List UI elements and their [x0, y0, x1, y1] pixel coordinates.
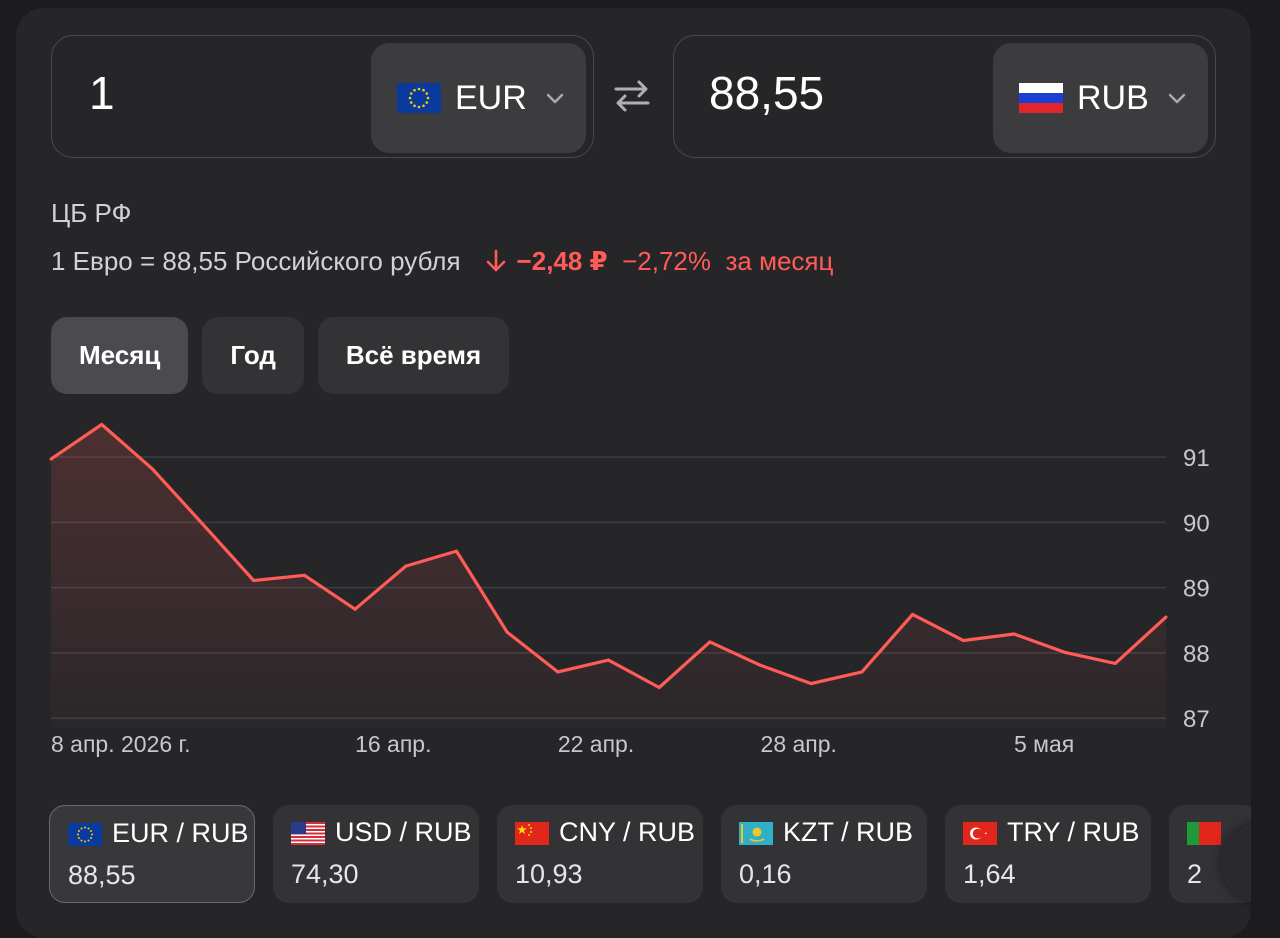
- rate-change-period: за месяц: [725, 246, 834, 276]
- data-point: [556, 670, 560, 674]
- data-point: [607, 658, 610, 662]
- x-tick-label: 22 апр.: [558, 731, 634, 757]
- data-point: [404, 564, 408, 568]
- rate-text: 1 Евро = 88,55 Российского рубля: [51, 246, 461, 276]
- tr-flag-icon: [963, 822, 997, 845]
- from-currency-select[interactable]: EUR: [371, 43, 586, 153]
- pair-value: 74,30: [291, 859, 359, 889]
- swap-arrows-icon[interactable]: [612, 76, 652, 116]
- pair-value: 88,55: [68, 860, 136, 890]
- kz-flag-icon: [739, 822, 773, 845]
- data-point: [759, 663, 763, 667]
- data-point: [49, 457, 53, 461]
- data-point: [911, 612, 915, 616]
- pair-label: KZT / RUB: [783, 817, 914, 847]
- series-area: [51, 424, 1166, 728]
- y-tick-label: 88: [1183, 641, 1210, 668]
- data-point: [1063, 650, 1067, 654]
- pair-tile-eur-rub[interactable]: EUR / RUB 88,55: [49, 805, 255, 903]
- pair-label: EUR / RUB: [112, 818, 249, 848]
- data-point: [100, 423, 104, 427]
- data-point: [1164, 615, 1168, 619]
- chevron-right-icon: [1246, 848, 1251, 878]
- rate-source: ЦБ РФ: [51, 198, 132, 228]
- x-tick-label: 5 мая: [1014, 731, 1074, 757]
- to-amount-field[interactable]: 88,55 RUB: [673, 35, 1216, 158]
- to-amount-input[interactable]: 88,55: [709, 67, 825, 119]
- eu-flag-icon: [397, 83, 441, 113]
- from-amount-input[interactable]: 1: [89, 67, 115, 119]
- data-point: [454, 549, 458, 553]
- data-point: [961, 639, 965, 643]
- x-tick-label: 16 апр.: [355, 731, 431, 757]
- cn-flag-icon: [515, 822, 549, 845]
- arrow-down-icon: [486, 249, 505, 272]
- data-point: [201, 522, 205, 526]
- pair-label: CNY / RUB: [559, 817, 696, 847]
- tab-year[interactable]: Год: [202, 317, 304, 394]
- pair-tile-kzt-rub[interactable]: KZT / RUB 0,16: [721, 805, 927, 903]
- data-point: [860, 670, 864, 674]
- pair-value: 0,16: [739, 859, 792, 889]
- pair-value: 10,93: [515, 859, 583, 889]
- ru-flag-icon: [1019, 83, 1063, 113]
- rate-line-chart: 91 90 89 88 87 8 апр. 2026 г. 16 апр. 22 апр. 28…: [49, 422, 1210, 757]
- currency-converter-card: 1 EUR 88,55 RUB: [16, 8, 1251, 938]
- x-tick-label: 8 апр. 2026 г.: [51, 731, 191, 757]
- y-tick-label: 90: [1183, 510, 1210, 537]
- chevron-down-icon: [1168, 93, 1186, 104]
- data-point: [657, 686, 661, 690]
- data-point: [150, 467, 154, 471]
- pair-tile-cny-rub[interactable]: CNY / RUB 10,93: [497, 805, 703, 903]
- tab-all-time[interactable]: Всё время: [317, 317, 510, 394]
- data-point: [505, 630, 509, 634]
- data-point: [302, 573, 306, 577]
- rate-change-pct: −2,72%: [622, 246, 712, 276]
- data-point: [1012, 632, 1016, 636]
- rate-summary: 1 Евро = 88,55 Российского рубля −2,48 ₽ …: [51, 246, 833, 277]
- from-currency-code: EUR: [455, 79, 527, 117]
- pair-label: TRY / RUB: [1007, 817, 1140, 847]
- data-point: [353, 607, 357, 611]
- data-point: [809, 682, 813, 686]
- rate-change-abs: −2,48 ₽: [516, 246, 608, 276]
- y-tick-label: 91: [1183, 445, 1210, 472]
- us-flag-icon: [291, 822, 325, 845]
- from-amount-field[interactable]: 1 EUR: [51, 35, 594, 158]
- pair-value: 2: [1187, 859, 1203, 889]
- currency-pair-list: EUR / RUB 88,55 USD / RUB 74,30 CN: [49, 805, 1251, 903]
- to-currency-code: RUB: [1077, 79, 1149, 117]
- tab-month[interactable]: Месяц: [51, 317, 189, 394]
- pair-tile-usd-rub[interactable]: USD / RUB 74,30: [273, 805, 479, 903]
- data-point: [252, 579, 256, 583]
- eu-flag-icon: [68, 823, 102, 846]
- data-point: [708, 640, 712, 644]
- pair-label: USD / RUB: [335, 817, 472, 847]
- flag-icon: [1187, 822, 1221, 845]
- y-tick-label: 89: [1183, 576, 1210, 603]
- y-tick-label: 87: [1183, 706, 1210, 733]
- chevron-down-icon: [546, 93, 564, 104]
- to-currency-select[interactable]: RUB: [993, 43, 1208, 153]
- data-point: [1113, 661, 1117, 665]
- period-tabs: Месяц Год Всё время: [51, 317, 510, 394]
- pair-value: 1,64: [963, 859, 1016, 889]
- pair-tile-try-rub[interactable]: TRY / RUB 1,64: [945, 805, 1151, 903]
- x-tick-label: 28 апр.: [761, 731, 837, 757]
